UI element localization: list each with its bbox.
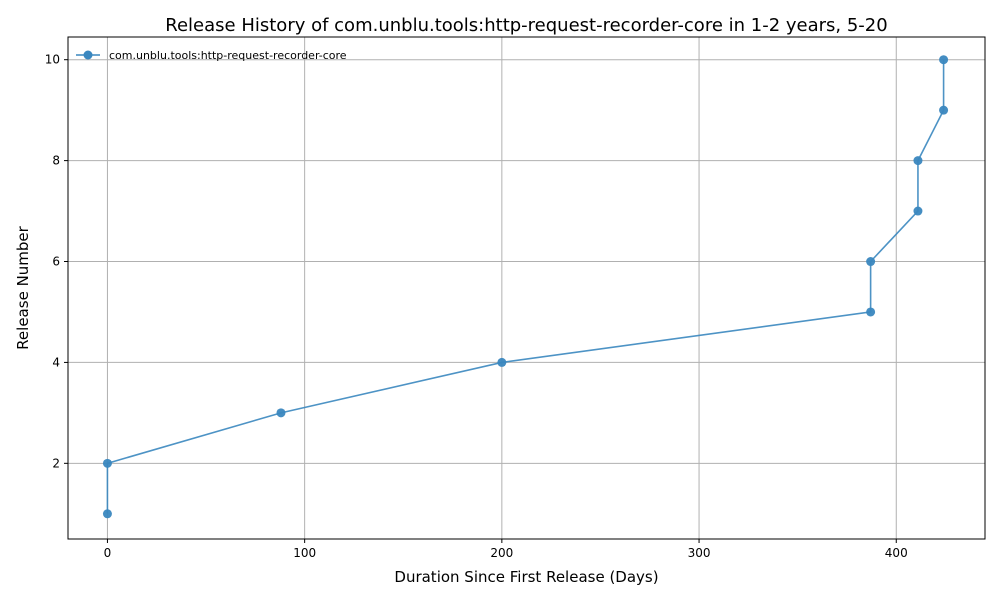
grid bbox=[68, 37, 985, 539]
x-axis-label: Duration Since First Release (Days) bbox=[394, 568, 658, 586]
x-tick-label: 0 bbox=[104, 546, 112, 560]
data-point bbox=[497, 357, 507, 367]
y-tick-label: 6 bbox=[52, 255, 60, 269]
chart-title: Release History of com.unblu.tools:http-… bbox=[165, 15, 887, 36]
legend-label: com.unblu.tools:http-request-recorder-co… bbox=[109, 49, 347, 62]
data-point bbox=[102, 509, 112, 519]
data-point bbox=[102, 458, 112, 468]
y-tick-label: 10 bbox=[45, 53, 60, 67]
data-point bbox=[866, 257, 876, 267]
series-layer bbox=[102, 55, 949, 519]
series-line bbox=[106, 59, 945, 514]
x-tick-label: 400 bbox=[885, 546, 908, 560]
plot-area-frame bbox=[67, 36, 986, 540]
y-tick-label: 4 bbox=[52, 355, 60, 369]
data-point bbox=[866, 307, 876, 317]
data-point bbox=[913, 156, 923, 166]
y-tick-label: 2 bbox=[52, 456, 60, 470]
data-point bbox=[276, 408, 286, 418]
y-axis-label: Release Number bbox=[14, 225, 32, 349]
legend-marker-swatch bbox=[83, 50, 93, 60]
data-point bbox=[939, 105, 949, 115]
x-tick-label: 200 bbox=[490, 546, 513, 560]
data-point bbox=[913, 206, 923, 216]
x-tick-label: 300 bbox=[688, 546, 711, 560]
y-tick-label: 8 bbox=[52, 154, 60, 168]
axis-ticks: 0 100 200 300 400 2 4 6 8 10 bbox=[45, 53, 908, 560]
legend: com.unblu.tools:http-request-recorder-co… bbox=[76, 49, 347, 62]
x-tick-label: 100 bbox=[293, 546, 316, 560]
data-point bbox=[939, 55, 949, 65]
